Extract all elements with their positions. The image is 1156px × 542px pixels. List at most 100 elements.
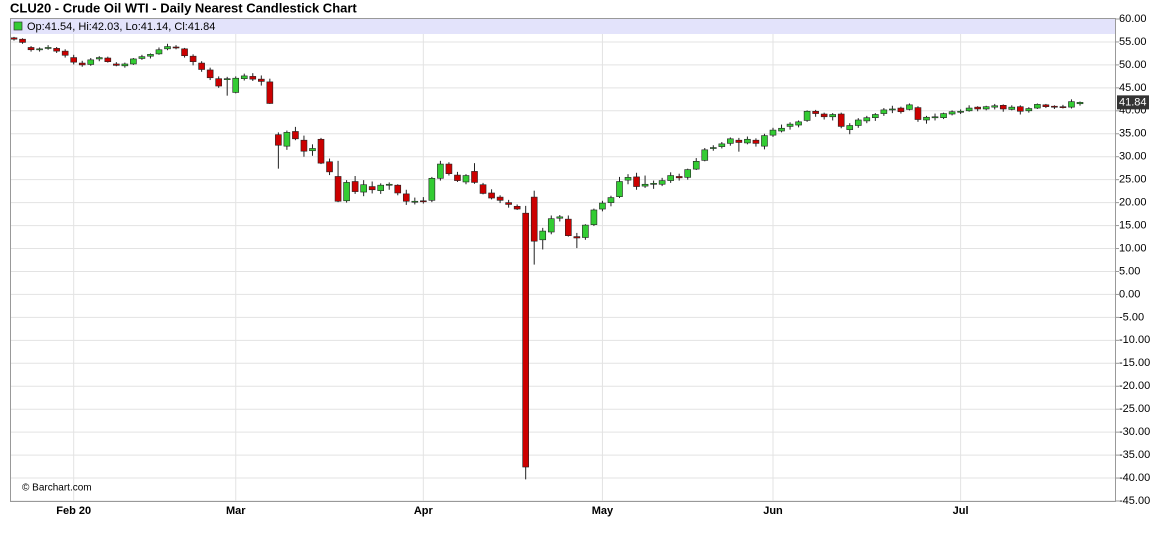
candle-body <box>377 184 385 191</box>
grid <box>11 18 1115 502</box>
candle-body <box>266 81 274 104</box>
candle-body <box>752 139 760 144</box>
candle-body <box>582 224 589 238</box>
y-tick-label: -5.00 <box>1119 311 1144 323</box>
candle-body <box>334 176 342 202</box>
candle-body <box>437 163 444 179</box>
candle-body <box>999 105 1007 110</box>
candle-body <box>275 134 282 146</box>
candle-body <box>215 78 222 87</box>
candle-body <box>829 114 836 118</box>
candle-body <box>718 143 726 147</box>
candle-body <box>428 177 436 201</box>
candle-body <box>727 138 734 144</box>
y-tick-label: -35.00 <box>1119 449 1150 461</box>
y-tick-label: 0.00 <box>1119 288 1140 300</box>
candle-body <box>87 59 95 65</box>
plot-frame <box>10 18 1116 502</box>
candle-body <box>1017 106 1024 112</box>
candle-body <box>78 62 86 66</box>
candle-body <box>872 114 879 118</box>
candle-body <box>19 38 26 43</box>
legend-swatch <box>13 21 23 31</box>
candle-body <box>769 129 777 136</box>
candle-body <box>368 186 376 191</box>
candle-body <box>1059 106 1067 108</box>
candle-body <box>880 109 888 114</box>
candle-body <box>667 175 674 181</box>
candle-body <box>590 209 598 225</box>
y-tick-label: -40.00 <box>1119 472 1150 484</box>
candle-body <box>300 139 308 152</box>
candle-body <box>889 108 896 111</box>
candle-body <box>189 55 197 62</box>
candle-body <box>138 56 146 59</box>
x-tick-label: Jul <box>953 505 969 517</box>
candle-body <box>206 69 214 79</box>
x-tick-label: Feb 20 <box>56 505 91 517</box>
candle-body <box>326 161 333 173</box>
candle-body <box>846 125 854 130</box>
y-tick-label: 25.00 <box>1119 174 1147 186</box>
y-tick-label: -10.00 <box>1119 334 1150 346</box>
y-tick-label: -20.00 <box>1119 380 1150 392</box>
candle-body <box>522 212 529 468</box>
candle-body <box>104 57 112 62</box>
last-price-box <box>1117 95 1149 110</box>
x-tick-label: Mar <box>226 505 246 517</box>
candle-body <box>556 216 564 219</box>
candle-body <box>820 113 828 118</box>
candle-body <box>317 138 325 164</box>
y-tick-label: 60.00 <box>1119 13 1147 25</box>
candle-body <box>948 111 956 115</box>
candle-body <box>761 135 768 147</box>
y-tick-label: 10.00 <box>1119 242 1147 254</box>
candle-body <box>343 182 350 202</box>
candle-body <box>931 116 939 119</box>
candle-body <box>547 218 555 233</box>
y-tick-label: 50.00 <box>1119 59 1147 71</box>
candle-body <box>1025 108 1033 112</box>
candle-body <box>974 106 981 110</box>
candle-body <box>812 110 819 114</box>
candle-body <box>44 47 52 49</box>
x-tick-label: May <box>592 505 614 517</box>
candle-body <box>692 161 700 170</box>
candle-body <box>863 117 871 122</box>
candle-body <box>505 202 512 205</box>
candle-body <box>982 106 990 110</box>
candle-body <box>223 78 231 80</box>
candle-body <box>309 148 316 152</box>
candle-body <box>539 230 547 241</box>
candle-body <box>778 127 785 132</box>
candle-body <box>258 78 265 82</box>
candle-body <box>130 58 137 65</box>
candle-body <box>1051 105 1058 108</box>
candle-body <box>786 123 794 127</box>
candle-body <box>795 121 802 126</box>
candle-body <box>658 180 666 185</box>
candle-body <box>803 110 811 121</box>
candle-body <box>565 218 572 236</box>
candle-body <box>121 63 129 67</box>
candle-body <box>624 177 632 181</box>
candle-body <box>113 63 120 66</box>
candle-body <box>641 183 649 187</box>
candle-body <box>1034 104 1041 109</box>
candle-body <box>1008 106 1016 110</box>
candle-body <box>573 236 581 239</box>
candle-body <box>991 105 999 108</box>
candle-body <box>181 48 188 57</box>
candle-body <box>53 48 60 52</box>
candle-body <box>394 184 402 194</box>
x-tick-label: Jun <box>763 505 783 517</box>
candle-body <box>36 48 43 51</box>
candle-body <box>351 181 359 192</box>
candles <box>10 36 1084 480</box>
candle-body <box>735 139 743 143</box>
candle-body <box>164 46 171 50</box>
candle-body <box>675 176 683 179</box>
candle-body <box>488 192 495 199</box>
candle-body <box>462 175 470 183</box>
